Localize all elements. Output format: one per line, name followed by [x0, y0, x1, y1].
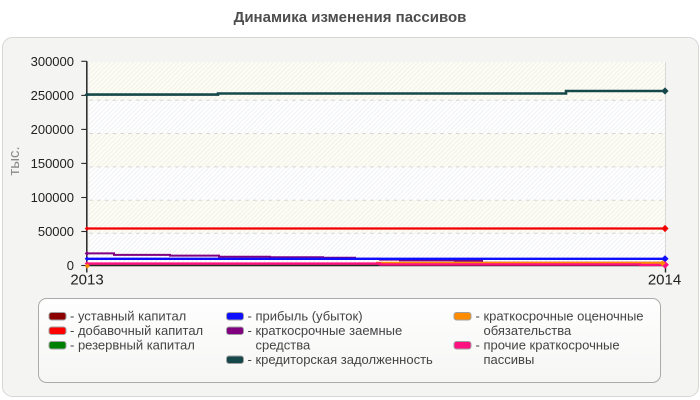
svg-text:- резервный капитал: - резервный капитал	[70, 338, 195, 353]
svg-text:- уставный капитал: - уставный капитал	[70, 309, 186, 324]
svg-text:средства: средства	[256, 338, 311, 353]
svg-text:тыс.: тыс.	[6, 146, 23, 175]
svg-text:2013: 2013	[70, 272, 103, 289]
svg-text:100000: 100000	[31, 190, 74, 205]
svg-text:- краткосрочные оценочные: - краткосрочные оценочные	[476, 309, 644, 324]
svg-text:- добавочный капитал: - добавочный капитал	[70, 323, 203, 338]
svg-text:200000: 200000	[31, 122, 74, 137]
svg-text:50000: 50000	[38, 224, 74, 239]
svg-text:0: 0	[67, 258, 74, 273]
svg-text:- прочие краткосрочные: - прочие краткосрочные	[476, 338, 620, 353]
svg-text:- кредиторская задолженность: - кредиторская задолженность	[248, 352, 434, 367]
svg-text:обязательства: обязательства	[484, 323, 573, 338]
svg-text:250000: 250000	[31, 88, 74, 103]
svg-text:Динамика изменения пассивов: Динамика изменения пассивов	[234, 9, 467, 26]
svg-text:2014: 2014	[648, 272, 681, 289]
svg-text:- краткосрочные заемные: - краткосрочные заемные	[248, 323, 403, 338]
svg-text:150000: 150000	[31, 156, 74, 171]
svg-text:- прибыль (убыток): - прибыль (убыток)	[248, 309, 363, 324]
svg-text:300000: 300000	[31, 54, 74, 69]
svg-text:пассивы: пассивы	[484, 352, 535, 367]
